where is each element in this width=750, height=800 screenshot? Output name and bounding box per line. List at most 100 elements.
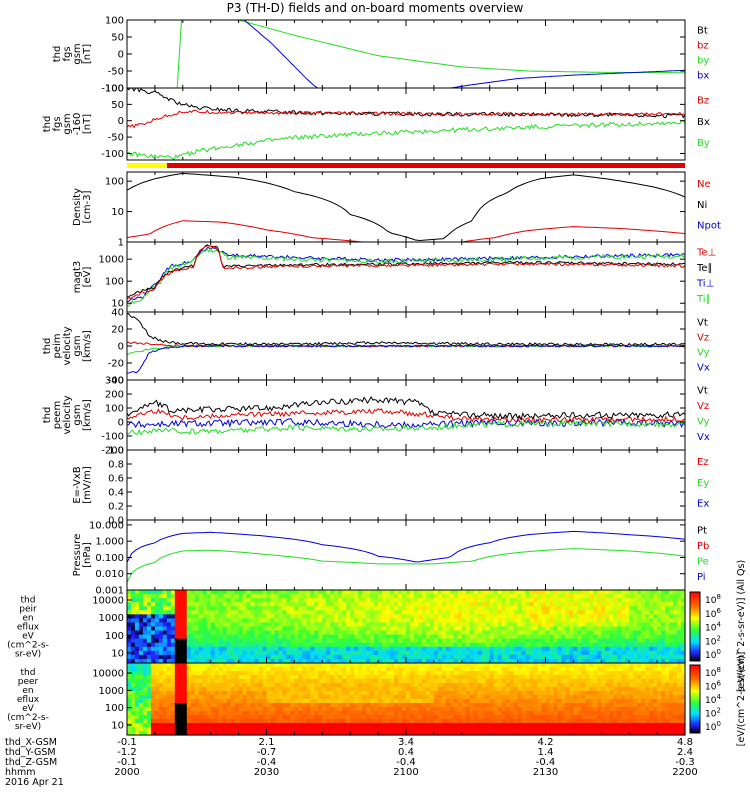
spectrogram-cell bbox=[481, 691, 487, 696]
spectrogram-cell bbox=[294, 707, 299, 712]
spectrogram-cell bbox=[298, 675, 303, 680]
spectrogram-cell bbox=[350, 626, 355, 632]
spectrogram-cell bbox=[322, 590, 327, 595]
spectrogram-cell bbox=[250, 618, 256, 624]
spectrogram-cell bbox=[453, 602, 459, 607]
spectrogram-cell bbox=[190, 602, 196, 607]
spectrogram-cell bbox=[457, 654, 463, 660]
spectrogram-cell bbox=[302, 634, 307, 640]
spectrogram-cell bbox=[406, 618, 411, 624]
spectrogram-cell bbox=[222, 699, 228, 704]
spectrogram-cell bbox=[585, 699, 590, 704]
spectrogram-cell bbox=[374, 663, 379, 668]
spectrogram-cell bbox=[250, 646, 256, 652]
spectrogram-cell bbox=[657, 610, 662, 615]
spectrogram-cell bbox=[669, 618, 674, 624]
spectrogram-cell bbox=[469, 614, 475, 619]
spectrogram-cell bbox=[577, 671, 582, 676]
spectrogram-cell bbox=[633, 727, 638, 732]
spectrogram-cell bbox=[362, 707, 367, 712]
spectrogram-cell bbox=[294, 687, 299, 692]
spectrogram-cell bbox=[222, 622, 228, 628]
spectrogram-cell bbox=[637, 630, 642, 636]
spectrogram-cell bbox=[513, 679, 519, 684]
spectrogram-cell bbox=[282, 707, 288, 712]
spectrogram-cell bbox=[198, 590, 204, 595]
spectrogram-cell bbox=[629, 687, 634, 692]
spectrogram-cell bbox=[258, 691, 264, 696]
spectrogram-cell bbox=[573, 671, 578, 676]
spectrogram-cell bbox=[354, 663, 359, 668]
spectrogram-cell bbox=[581, 691, 586, 696]
spectrogram-cell bbox=[557, 650, 563, 656]
spectrogram-cell bbox=[226, 663, 232, 668]
spectrogram-cell bbox=[342, 594, 347, 599]
spectrogram-cell bbox=[402, 634, 407, 640]
spectrogram-cell bbox=[577, 638, 582, 644]
spectrogram-cell bbox=[182, 663, 188, 668]
spectrogram-cell bbox=[154, 654, 160, 660]
spectrogram-cell bbox=[162, 610, 168, 615]
spectrogram-cell bbox=[657, 630, 662, 636]
spectrogram-cell bbox=[473, 614, 479, 619]
spectrogram-cell bbox=[445, 626, 451, 632]
spectrogram-cell bbox=[601, 626, 606, 632]
spectrogram-cell bbox=[409, 654, 415, 660]
spectrogram-cell bbox=[469, 727, 475, 732]
spectrogram-cell bbox=[673, 658, 678, 664]
spectrogram-cell bbox=[565, 606, 571, 611]
spectrogram-cell bbox=[306, 618, 311, 624]
spectrogram-cell bbox=[346, 598, 351, 603]
spectrogram-cell bbox=[557, 614, 563, 619]
spectrogram-cell bbox=[302, 711, 307, 716]
y-axis-label: thdfgsgsm-160[nT] bbox=[42, 113, 93, 136]
spectrogram-cell bbox=[601, 715, 606, 720]
spectrogram-cell bbox=[310, 630, 315, 636]
spectrogram-cell bbox=[593, 606, 598, 611]
spectrogram-cell bbox=[565, 707, 571, 712]
spectrogram-cell bbox=[509, 695, 515, 700]
spectrogram-cell bbox=[609, 634, 614, 640]
spectrogram-cell bbox=[278, 618, 284, 624]
spectrogram-cell bbox=[545, 658, 551, 664]
spectrogram-cell bbox=[314, 598, 319, 603]
spectrogram-cell bbox=[310, 687, 315, 692]
spectrogram-cell bbox=[621, 727, 626, 732]
spectrogram-cell bbox=[198, 711, 204, 716]
spectrogram-cell bbox=[457, 671, 463, 676]
spectrogram-cell bbox=[485, 626, 491, 632]
spectrogram-cell bbox=[453, 731, 459, 736]
spectrogram-cell bbox=[194, 642, 200, 648]
spectrogram-cell bbox=[186, 618, 192, 624]
spectrogram-cell bbox=[621, 634, 626, 640]
spectrogram-cell bbox=[142, 634, 148, 640]
spectrogram-cell bbox=[557, 719, 563, 724]
spectrogram-cell bbox=[569, 638, 574, 644]
y-tick-label: 50 bbox=[111, 100, 124, 111]
spectrogram-cell bbox=[166, 723, 172, 728]
spectrogram-cell bbox=[561, 650, 567, 656]
spectrogram-cell bbox=[402, 711, 407, 716]
spectrogram-cell bbox=[473, 679, 479, 684]
series-Pe bbox=[127, 548, 685, 583]
spectrogram-cell bbox=[457, 602, 463, 607]
spectrogram-cell bbox=[342, 646, 347, 652]
spectrogram-cell bbox=[557, 687, 563, 692]
spectrogram-cell bbox=[214, 606, 220, 611]
spectrogram-cell bbox=[457, 679, 463, 684]
spectrogram-cell bbox=[465, 638, 471, 644]
spectrogram-cell bbox=[553, 622, 559, 628]
spectrogram-cell bbox=[282, 675, 288, 680]
spectrogram-cell bbox=[545, 598, 551, 603]
spectrogram-cell bbox=[517, 703, 523, 708]
spectrogram-cell bbox=[545, 610, 551, 615]
spectrogram-cell bbox=[561, 658, 567, 664]
spectrogram-cell bbox=[242, 727, 248, 732]
spectrogram-cell bbox=[290, 606, 295, 611]
spectrogram-cell bbox=[497, 602, 503, 607]
spectrogram-cell bbox=[585, 731, 590, 736]
spectrogram-cell bbox=[402, 663, 407, 668]
spectrogram-cell bbox=[127, 679, 132, 684]
spectrogram-cell bbox=[182, 711, 188, 716]
spectrogram-cell bbox=[437, 695, 443, 700]
